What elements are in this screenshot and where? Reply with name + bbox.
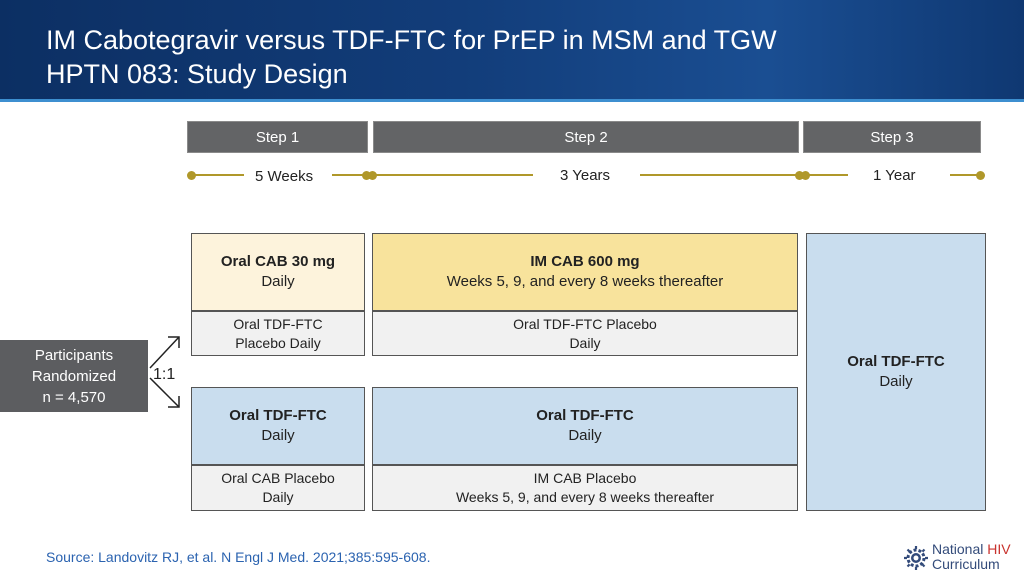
step3-open-label-box: Oral TDF-FTC Daily <box>806 233 986 511</box>
timeline-start-dot <box>801 171 810 180</box>
timeline-end-dot <box>976 171 985 180</box>
timeline-line <box>950 174 979 176</box>
logo-national: National <box>932 541 984 557</box>
dosing: Daily <box>568 427 602 444</box>
timeline-line <box>332 174 365 176</box>
arrow-down <box>149 377 180 408</box>
gear-icon <box>904 546 928 570</box>
step-2-duration: 3 Years <box>560 167 611 184</box>
dosing: Daily <box>261 427 295 444</box>
timeline-line <box>192 174 244 176</box>
participants-box: Participants Randomized n = 4,570 <box>0 340 148 412</box>
cab-arm-step2-placebo: Oral TDF-FTC Placebo Daily <box>372 311 798 356</box>
randomization-arrows <box>149 336 180 408</box>
arrowhead-up <box>168 336 180 348</box>
placebo-line: Oral TDF-FTC Placebo <box>513 315 657 332</box>
timeline-line <box>806 174 848 176</box>
step-1-bar: Step 1 <box>187 121 368 153</box>
step-2-bar: Step 2 <box>373 121 799 153</box>
cab-arm-step2-active: IM CAB 600 mg Weeks 5, 9, and every 8 we… <box>372 233 798 311</box>
slide-subtitle: HPTN 083: Study Design <box>46 59 348 89</box>
logo-curriculum: Curriculum <box>932 556 1000 572</box>
placebo-line: Daily <box>569 334 601 351</box>
placebo-line: Oral TDF-FTC <box>233 315 323 332</box>
cab-arm-step1-placebo: Oral TDF-FTC Placebo Daily <box>191 311 365 356</box>
slide-title: IM Cabotegravir versus TDF-FTC for PrEP … <box>46 25 777 55</box>
title-banner: IM Cabotegravir versus TDF-FTC for PrEP … <box>0 0 1024 102</box>
dosing: Weeks 5, 9, and every 8 weeks thereafter <box>446 273 724 290</box>
drug-name: Oral TDF-FTC <box>847 353 945 370</box>
timeline-start-dot <box>187 171 196 180</box>
timeline-end-dot <box>362 171 371 180</box>
randomized-label: Randomized <box>31 367 117 385</box>
drug-name: IM CAB 600 mg <box>530 253 640 270</box>
step-1-duration: 5 Weeks <box>255 168 314 185</box>
tdf-arm-step1-placebo: Oral CAB Placebo Daily <box>191 465 365 511</box>
arrow-up <box>149 336 180 369</box>
step-3-bar: Step 3 <box>803 121 981 153</box>
participants-label: Participants <box>34 346 114 364</box>
randomization-ratio: 1:1 <box>153 366 176 383</box>
sample-size: n = 4,570 <box>42 388 106 406</box>
placebo-line: Placebo Daily <box>235 334 321 351</box>
drug-name: Oral CAB 30 mg <box>220 253 336 270</box>
dosing: Daily <box>879 373 913 390</box>
placebo-line: Weeks 5, 9, and every 8 weeks thereafter <box>455 489 715 505</box>
source-citation: Source: Landovitz RJ, et al. N Engl J Me… <box>46 549 431 565</box>
national-hiv-curriculum-logo: National HIV Curriculum <box>902 542 1020 574</box>
placebo-line: IM CAB Placebo <box>533 470 637 486</box>
cab-arm-step1-active: Oral CAB 30 mg Daily <box>191 233 365 311</box>
tdf-arm-step2-active: Oral TDF-FTC Daily <box>372 387 798 465</box>
arrowhead-down <box>168 396 180 408</box>
timeline-line <box>640 174 798 176</box>
placebo-line: Oral CAB Placebo <box>221 470 335 486</box>
logo-hiv: HIV <box>987 541 1011 557</box>
tdf-arm-step2-placebo: IM CAB Placebo Weeks 5, 9, and every 8 w… <box>372 465 798 511</box>
timeline-start-dot <box>368 171 377 180</box>
timeline-end-dot <box>795 171 804 180</box>
logo-wordmark: National HIV Curriculum <box>932 542 1011 572</box>
drug-name: Oral TDF-FTC <box>229 407 327 424</box>
drug-name: Oral TDF-FTC <box>536 407 634 424</box>
tdf-arm-step1-active: Oral TDF-FTC Daily <box>191 387 365 465</box>
placebo-line: Daily <box>262 489 294 505</box>
dosing: Daily <box>261 273 295 290</box>
timeline-line <box>373 174 533 176</box>
step-3-duration: 1 Year <box>873 167 916 184</box>
